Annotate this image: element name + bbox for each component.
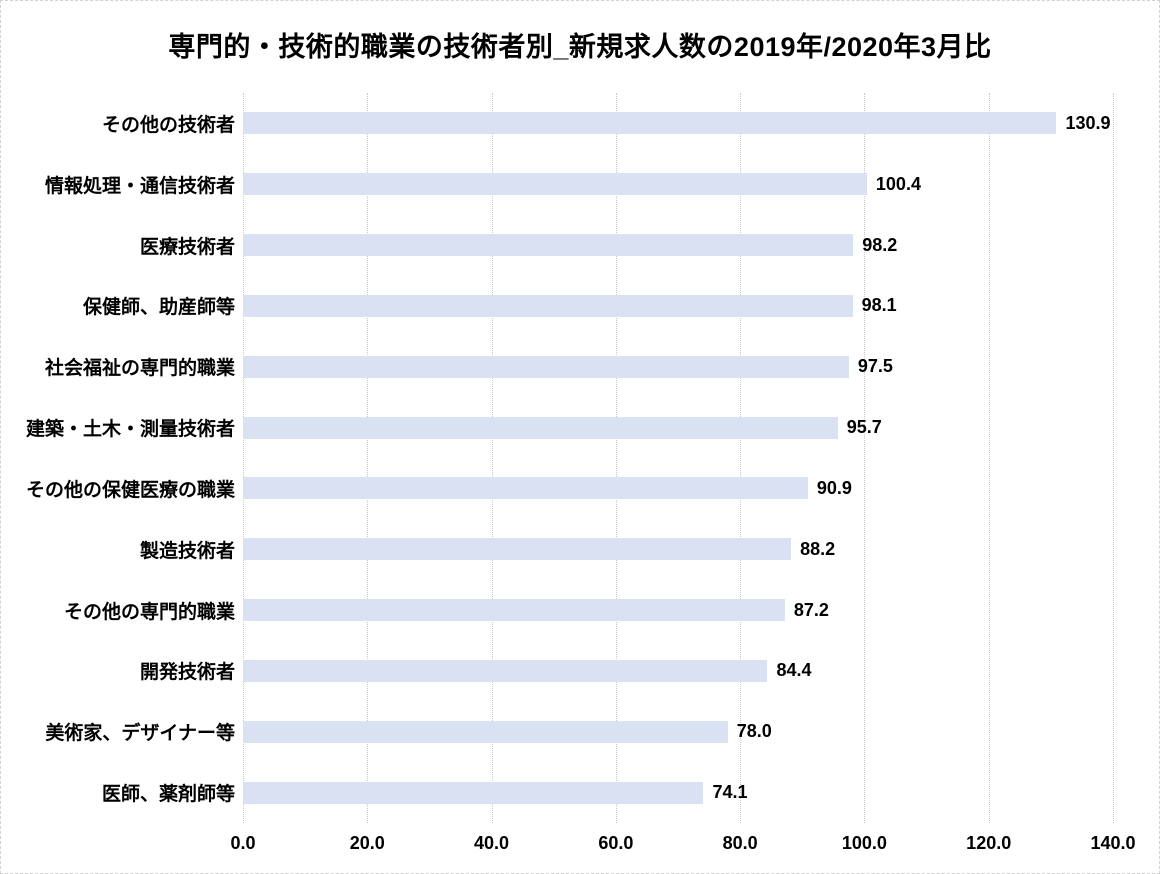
bar xyxy=(243,477,808,500)
bar xyxy=(243,720,728,743)
x-tick-label: 120.0 xyxy=(966,833,1012,853)
category-label: その他の技術者 xyxy=(101,114,235,136)
category-label: 保健師、助産師等 xyxy=(82,297,235,319)
bar-value-label: 98.1 xyxy=(861,295,897,316)
bar-value-label: 95.7 xyxy=(846,417,882,438)
x-tick-label: 20.0 xyxy=(349,833,385,853)
bar-value-label: 84.4 xyxy=(776,660,812,681)
bar xyxy=(243,173,867,196)
category-label: その他の専門的職業 xyxy=(63,601,235,623)
category-label: 医療技術者 xyxy=(139,236,235,258)
category-label: 建築・土木・測量技術者 xyxy=(25,419,235,441)
bar-value-label: 78.0 xyxy=(736,721,772,742)
category-label: 製造技術者 xyxy=(139,540,235,562)
bar xyxy=(243,416,838,439)
x-tick-label: 80.0 xyxy=(722,833,758,853)
gridline xyxy=(491,93,493,823)
bar-value-label: 90.9 xyxy=(816,477,852,498)
x-tick-label: 0.0 xyxy=(230,833,256,853)
gridline xyxy=(740,93,742,823)
bar-value-label: 74.1 xyxy=(712,782,748,803)
plot-area: 130.9 100.4 98.2 98.1 97.5 95.7 90.9 88.2 87.2 84… xyxy=(243,93,1114,823)
gridlines xyxy=(243,93,1114,823)
x-tick-label: 140.0 xyxy=(1090,833,1136,853)
bar xyxy=(243,781,704,804)
chart-title: 専門的・技術的職業の技術者別_新規求人数の2019年/2020年3月比 xyxy=(168,32,992,62)
bar-series: 130.9 100.4 98.2 98.1 97.5 95.7 90.9 88.2 87.2 84… xyxy=(243,93,1113,823)
bar-row: 84.4 xyxy=(243,640,1113,701)
x-tick-label: 60.0 xyxy=(598,833,634,853)
category-axis: その他の技術者情報処理・通信技術者医療技術者保健師、助産師等社会福祉の専門的職業… xyxy=(1,93,235,823)
category-label: 医師、薬剤師等 xyxy=(101,784,235,806)
category-label: 美術家、デザイナー等 xyxy=(45,723,235,745)
bar-row: 130.9 xyxy=(243,93,1113,154)
bar-value-label: 87.2 xyxy=(793,599,829,620)
bar xyxy=(243,599,785,622)
gridline xyxy=(988,93,990,823)
bar-row: 98.2 xyxy=(243,215,1113,276)
category-label: その他の保健医療の職業 xyxy=(25,479,235,501)
gridline xyxy=(367,93,369,823)
gridline xyxy=(615,93,617,823)
gridline xyxy=(1113,93,1114,823)
x-tick-label: 40.0 xyxy=(474,833,510,853)
bar xyxy=(243,112,1057,135)
bar-value-label: 98.2 xyxy=(862,234,898,255)
bar xyxy=(243,294,853,317)
bar-row: 98.1 xyxy=(243,275,1113,336)
bar-row: 74.1 xyxy=(243,762,1113,823)
bar-value-label: 97.5 xyxy=(857,356,893,377)
category-label: 情報処理・通信技術者 xyxy=(44,175,235,197)
bar-row: 87.2 xyxy=(243,580,1113,641)
bar-row: 97.5 xyxy=(243,336,1113,397)
bar xyxy=(243,538,792,561)
category-label: 開発技術者 xyxy=(139,662,235,684)
category-label: 社会福祉の専門的職業 xyxy=(44,358,235,380)
bar-row: 90.9 xyxy=(243,458,1113,519)
x-tick-label: 100.0 xyxy=(841,833,887,853)
bar xyxy=(243,659,768,682)
x-axis: 0.0 20.0 40.0 60.0 80.0 100.0 120.0 140.0 xyxy=(230,833,1135,859)
bar-row: 95.7 xyxy=(243,397,1113,458)
bar xyxy=(243,355,849,378)
bar xyxy=(243,234,854,257)
gridline xyxy=(864,93,866,823)
bar-row: 78.0 xyxy=(243,701,1113,762)
bar-value-label: 130.9 xyxy=(1065,112,1111,133)
bar-value-label: 88.2 xyxy=(800,538,836,559)
bar-value-label: 100.4 xyxy=(875,173,921,194)
bar-row: 100.4 xyxy=(243,154,1113,215)
bar-row: 88.2 xyxy=(243,519,1113,580)
gridline xyxy=(243,93,244,823)
